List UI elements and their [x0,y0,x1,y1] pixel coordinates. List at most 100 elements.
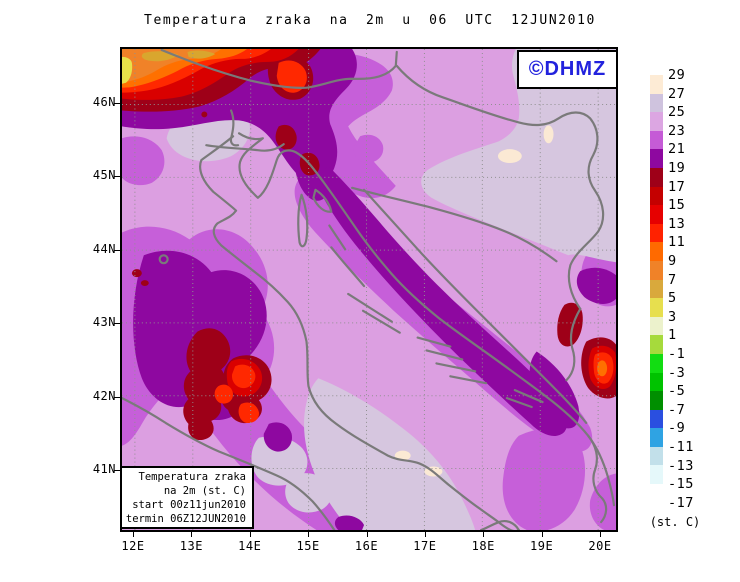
legend-level-label: 9 [668,253,677,269]
legend-swatch [650,465,663,485]
coastline-istria-east-adriatic [237,132,616,507]
lon-tick-label: 13E [179,539,203,553]
lon-tick-mark [308,532,310,537]
field-19-21-right-blob [576,267,616,304]
dhmz-watermark-box: ©DHMZ [517,50,618,89]
field-25-27-italy-a [251,436,308,486]
field-27-29-spot [497,149,522,164]
legend-level-label: 11 [668,234,686,251]
field-13-15-ap-b [214,384,234,404]
lon-tick-label: 15E [296,539,320,553]
island-sliver [416,336,452,348]
field-17-19-dot [201,111,208,118]
legend-swatch [650,409,663,429]
field-13-15-topmid-core [276,60,307,93]
field-25-27-south-sea [304,378,476,530]
lat-tick-label: 45N [92,168,116,183]
legend-level-label: -11 [668,439,694,455]
info-line-2: na 2m (st. C) [163,485,246,497]
lon-tick-mark [366,532,368,537]
field-17-19-spot-a [275,124,297,150]
island-sliver [361,309,401,334]
legend-swatch [650,484,663,503]
legend-level-label: 13 [668,215,686,232]
legend-swatch [650,316,663,336]
island-sliver [435,362,477,373]
island-sliver [347,292,393,323]
legend-level-label: 15 [668,197,686,214]
field-13-15-ap-a [231,364,256,389]
legend-level-label: 23 [668,122,686,139]
legend-swatches [650,75,663,503]
lon-tick-mark [249,532,251,537]
lat-tick-mark [114,323,120,325]
field-21-23-pocket [353,134,384,164]
border-sava [351,186,558,263]
lat-tick-label: 42N [92,388,116,403]
field-7-9-patch [187,50,216,59]
border-hungary-serbia [395,64,605,310]
legend-unit-label: (st. C) [649,515,701,529]
island-sliver [505,397,533,409]
island-sliver [425,349,464,361]
legend-swatch [650,260,663,280]
border-slovenia-a [229,109,240,147]
border-drina [565,307,582,382]
coastline-taranto [480,519,520,530]
legend-level-label: 29 [668,67,686,83]
legend-swatch [650,428,663,447]
info-line-3: start 00z11jun2010 [132,499,246,511]
info-line-1: Temperatura zraka [138,471,246,483]
legend-level-label: 5 [668,290,677,307]
lon-tick-label: 12E [121,539,145,553]
legend-level-label: 17 [668,178,686,195]
field-19-21-small [263,422,293,452]
legend-swatch [650,446,663,466]
lat-tick-mark [114,176,120,178]
map-frame [120,47,618,532]
legend-swatch [650,335,663,354]
legend-level-label: -13 [668,457,694,474]
field-21-23-sea-blob [502,429,585,530]
field-19-21-bulge [529,351,580,429]
info-line-4: termin 06Z12JUN2010 [125,513,246,525]
lon-tick-label: 17E [413,539,437,553]
field-13-15-ap-c [238,402,259,424]
legend-level-label: -3 [668,364,686,381]
temperature-field [122,49,616,530]
legend-swatch [650,242,663,261]
field-11-13-se-core [597,360,608,377]
legend-level-label: 21 [668,141,686,158]
legend-swatch [650,372,663,392]
lon-tick-label: 19E [530,539,554,553]
legend-swatch [650,149,663,168]
legend-level-label: -1 [668,346,686,362]
lon-tick-mark [541,532,543,537]
legend-level-label: -7 [668,401,686,418]
lon-tick-mark [424,532,426,537]
island-krk [312,188,333,213]
border-north-alpine [160,49,398,89]
map-title: Temperatura zraka na 2m u 06 UTC 12JUN20… [144,13,596,28]
lon-tick-label: 18E [471,539,495,553]
field-17-19-apennine-a [183,328,231,441]
legend-swatch [650,112,663,131]
legend-level-label: 1 [668,327,677,344]
field-27-29-spot [543,125,554,144]
legend-level-label: -15 [668,476,694,493]
lat-tick-label: 43N [92,315,116,330]
legend-swatch [650,205,663,224]
legend-level-label: -5 [668,383,686,400]
island-rab [328,224,347,251]
border-montenegro-albania [587,434,608,524]
graticule [122,49,616,530]
lat-tick-mark [114,470,120,471]
lat-tick-mark [114,103,120,104]
field-21-23-corner-patch [589,473,616,530]
border-slovenia-b [205,143,285,152]
lat-tick-mark [114,249,120,251]
dhmz-logo-text: ©DHMZ [528,58,607,80]
lon-tick-mark [191,532,193,537]
legend-swatch [650,75,663,94]
legend-swatch [650,391,663,410]
